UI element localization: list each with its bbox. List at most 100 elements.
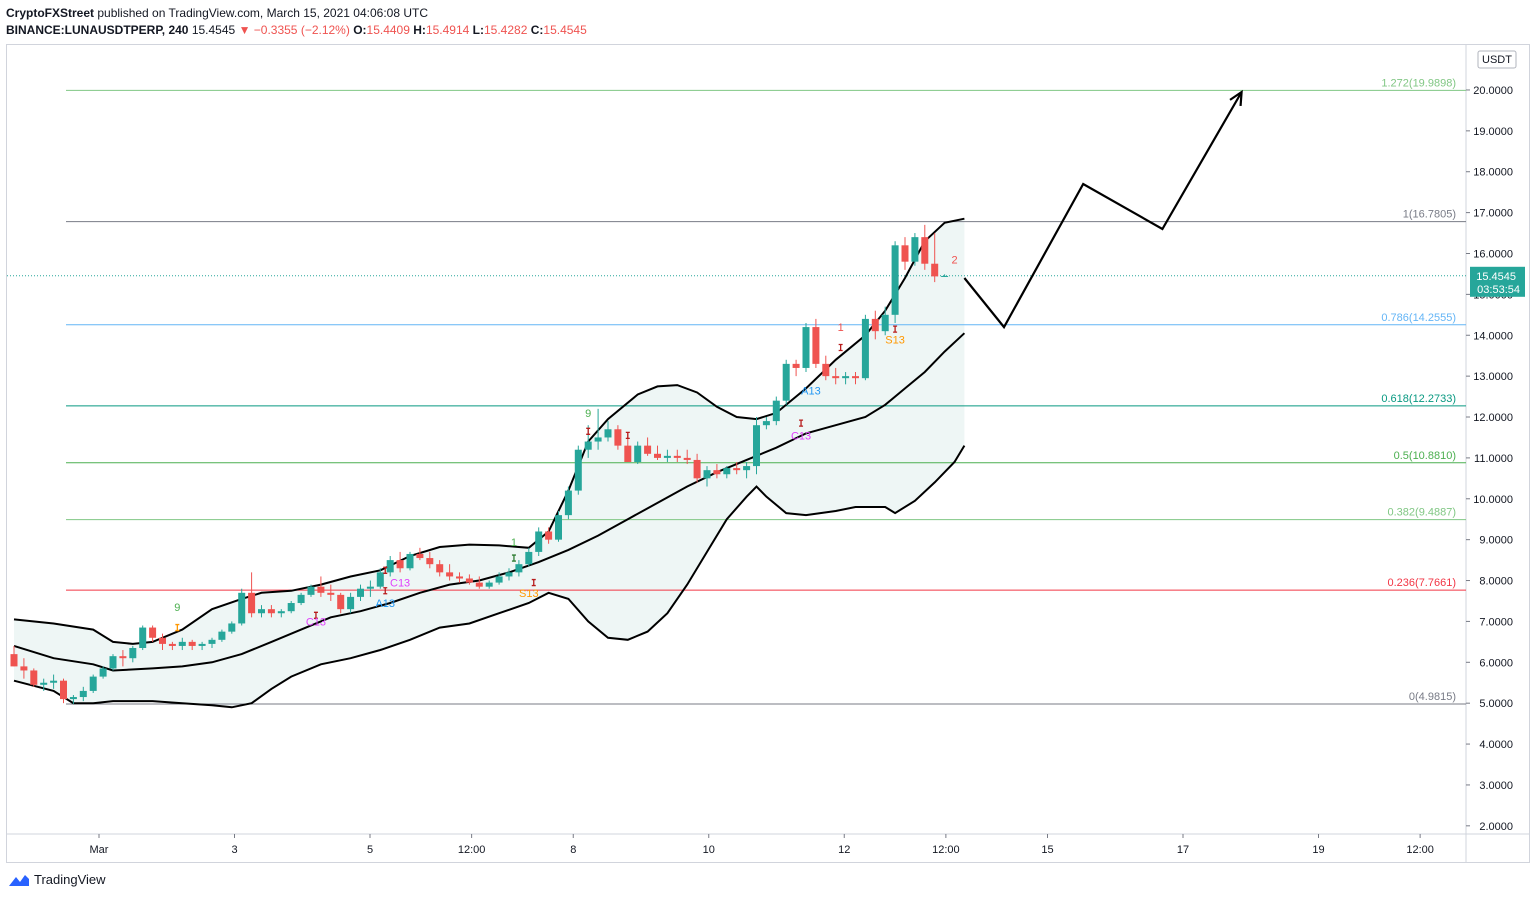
candle-body: [416, 553, 424, 559]
close-value: 15.4545: [543, 23, 587, 37]
candle-body: [218, 631, 226, 640]
td-label: C13: [791, 431, 811, 443]
candle-body: [188, 641, 196, 646]
candle-body: [812, 327, 820, 364]
time-tick-label: 12:00: [932, 844, 960, 856]
candle-body: [238, 592, 246, 624]
candle-body: [634, 445, 642, 462]
candle-body: [376, 572, 384, 587]
candle-body: [60, 680, 67, 700]
time-tick-label: 10: [703, 844, 715, 856]
symbol-name[interactable]: BINANCE:LUNAUSDTPERP, 240: [6, 23, 189, 37]
candle-body: [307, 586, 315, 595]
price-change: ▼ −0.3355 (−2.12%): [238, 23, 350, 37]
candle-body: [842, 376, 850, 379]
bollinger-middle-line: [13, 332, 966, 672]
candle-body: [406, 553, 414, 569]
fib-level-label: 0.382(9.4887): [1388, 507, 1457, 519]
time-tick-label: 12:00: [458, 844, 486, 856]
td-label: 9: [585, 408, 591, 420]
candle-body: [50, 680, 58, 683]
open-label: O:: [353, 23, 367, 37]
candle-body: [89, 676, 97, 691]
last-price-countdown: 03:53:54: [1477, 284, 1520, 296]
projection-path: [963, 91, 1243, 330]
price-tick-label: 3.0000: [1479, 780, 1513, 792]
projection-arrowhead: [1229, 89, 1243, 107]
candle-body: [446, 572, 454, 577]
candle-body: [515, 564, 523, 573]
candle-body: [772, 400, 780, 422]
candle-body: [99, 668, 107, 677]
price-tick-label: 5.0000: [1479, 698, 1513, 710]
td-label: C13: [390, 578, 410, 590]
chart-frame[interactable]: [6, 44, 1530, 863]
candle-body: [426, 558, 434, 565]
td-marker: [586, 427, 591, 435]
candle-body: [654, 453, 661, 458]
fib-level-label: 0.618(12.2733): [1381, 393, 1456, 405]
candle-body: [109, 656, 117, 669]
candle-body: [703, 470, 711, 479]
time-tick-label: 17: [1177, 844, 1189, 856]
candle-body: [743, 466, 751, 471]
candle-body: [69, 697, 77, 700]
candle-body: [258, 609, 265, 614]
fib-level-label: 0.786(14.2555): [1381, 312, 1456, 324]
candle-body: [178, 641, 186, 646]
candle-body: [673, 455, 681, 458]
candle-body: [79, 690, 87, 698]
td-label: S13: [519, 588, 539, 600]
candle-body: [683, 457, 691, 460]
price-tick-label: 20.0000: [1473, 85, 1513, 97]
time-tick-label: 12:00: [1406, 844, 1434, 856]
symbol-line: BINANCE:LUNAUSDTPERP, 240 15.4545 ▼ −0.3…: [6, 23, 587, 37]
td-label: 1: [838, 322, 844, 334]
fib-level-label: 0.5(10.8810): [1394, 450, 1456, 462]
candle-body: [198, 643, 206, 646]
candles-group: [10, 224, 949, 704]
candle-body: [584, 441, 592, 450]
price-tick-label: 12.0000: [1473, 412, 1513, 424]
price-tick-label: 19.0000: [1473, 126, 1513, 138]
candle-body: [604, 429, 612, 438]
td-label: 9: [174, 602, 180, 614]
candle-body: [802, 327, 810, 368]
footer-brand[interactable]: TradingView: [34, 872, 106, 887]
low-label: L:: [472, 23, 484, 37]
candle-body: [475, 582, 483, 587]
candle-body: [287, 603, 295, 612]
candle-body: [168, 643, 176, 646]
candle-body: [159, 637, 166, 644]
candle-body: [545, 531, 553, 540]
last-price: 15.4545: [191, 23, 236, 37]
candle-body: [941, 275, 949, 277]
candle-body: [535, 531, 543, 552]
currency-label: USDT: [1482, 54, 1512, 66]
last-price-tag: [1470, 266, 1525, 297]
footer: TradingView: [8, 872, 106, 887]
price-tick-label: 6.0000: [1479, 657, 1513, 669]
candle-body: [822, 363, 830, 377]
price-tick-label: 9.0000: [1479, 535, 1513, 547]
candle-body: [555, 515, 562, 540]
td-marker: [625, 431, 630, 440]
td-marker: [838, 343, 843, 352]
candle-body: [119, 656, 127, 659]
candle-body: [644, 445, 652, 454]
candle-body: [852, 376, 859, 379]
time-tick-label: Mar: [90, 844, 109, 856]
candle-body: [396, 560, 404, 569]
candle-body: [891, 245, 899, 315]
tradingview-logo-icon[interactable]: [8, 873, 30, 887]
candle-body: [881, 314, 889, 332]
candle-body: [564, 490, 572, 516]
td-label: 2: [951, 255, 957, 267]
candle-body: [30, 670, 38, 685]
candle-body: [297, 594, 305, 604]
close-label: C:: [530, 23, 544, 37]
publisher-name[interactable]: CryptoFXStreet: [6, 6, 95, 20]
fib-level-label: 0.236(7.7661): [1388, 577, 1457, 589]
time-tick-label: 5: [367, 844, 373, 856]
